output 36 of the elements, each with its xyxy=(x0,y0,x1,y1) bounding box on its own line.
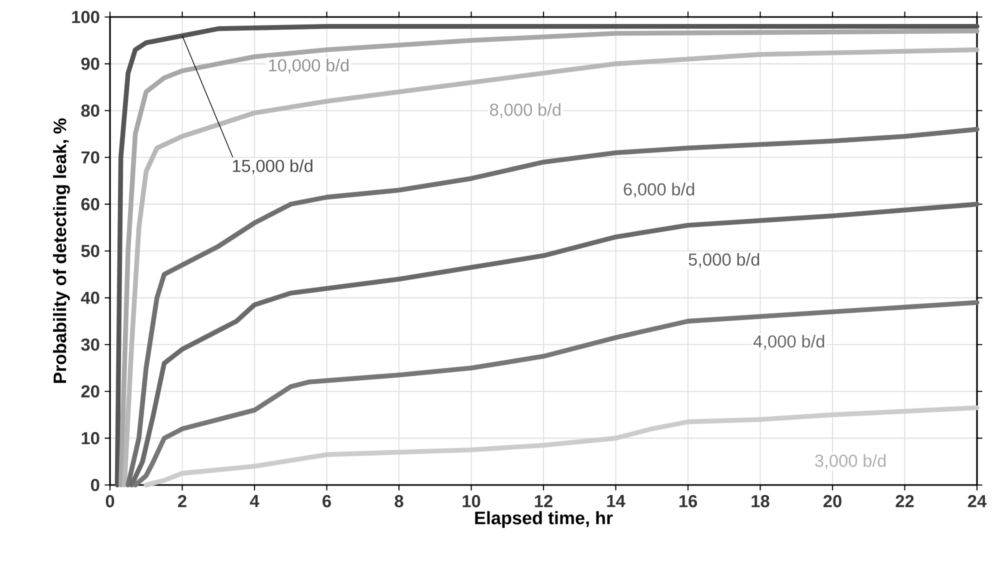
x-tick-label: 24 xyxy=(968,495,987,508)
x-tick-label: 2 xyxy=(178,495,186,508)
y-tick-label: 0 xyxy=(91,478,100,492)
line-series xyxy=(126,126,980,488)
line-series xyxy=(132,300,980,488)
y-axis-title: Probability of detecting leak, % xyxy=(53,118,70,383)
text: 15,000 b/d xyxy=(232,159,312,174)
x-tick-label: 6 xyxy=(322,495,331,508)
y-tick-label: 70 xyxy=(81,151,100,164)
y-tick-label: 20 xyxy=(81,385,100,398)
x-tick-label: 4 xyxy=(250,495,260,507)
series-label: 4,000 b/d xyxy=(753,334,824,350)
x-tick-label: 14 xyxy=(607,495,626,507)
y-tick-label: 90 xyxy=(81,58,100,70)
y-tick-label: 10 xyxy=(82,432,100,444)
x-tick-label: 22 xyxy=(896,495,914,508)
x-tick-label: 8 xyxy=(394,495,404,508)
x-tick-label: 12 xyxy=(534,495,552,508)
line-series xyxy=(144,405,980,488)
y-tick-label: 30 xyxy=(81,338,100,351)
y-tick-label: 60 xyxy=(81,198,100,210)
series-label: 10,000 b/d xyxy=(269,58,349,74)
y-tick-label: 50 xyxy=(81,244,100,258)
y-tick-label: 40 xyxy=(80,292,100,304)
text: 3,000 b/d xyxy=(815,454,886,469)
y-tick-label: 80 xyxy=(81,104,100,117)
x-tick-label: 20 xyxy=(823,495,842,508)
series-label: 6,000 b/d xyxy=(624,182,694,198)
x-tick-label: 16 xyxy=(679,495,698,508)
series-label: 8,000 b/d xyxy=(490,103,560,118)
x-tick-label: 0 xyxy=(106,495,114,508)
y-tick-label: 100 xyxy=(72,10,100,24)
x-tick-label: 10 xyxy=(462,495,480,508)
x-tick-label: 18 xyxy=(752,495,770,508)
x-axis-title: Elapsed time, hr xyxy=(475,511,613,528)
series-label: 5,000 b/d xyxy=(688,252,760,268)
